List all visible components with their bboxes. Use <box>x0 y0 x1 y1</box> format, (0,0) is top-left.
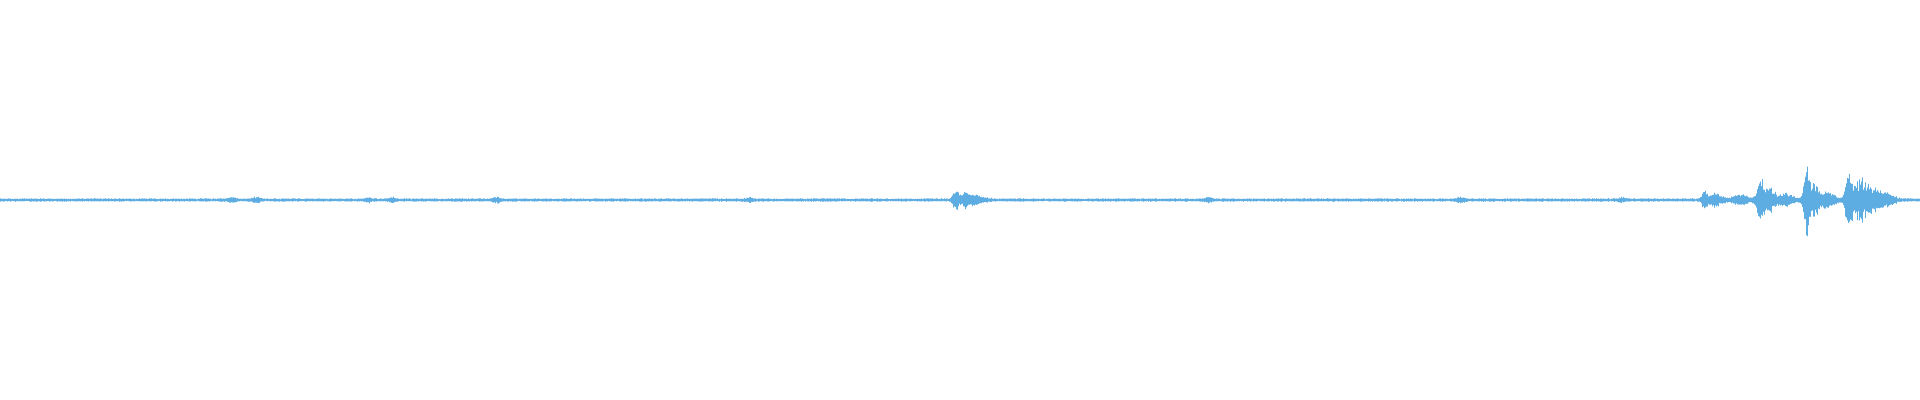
waveform <box>0 166 1920 237</box>
